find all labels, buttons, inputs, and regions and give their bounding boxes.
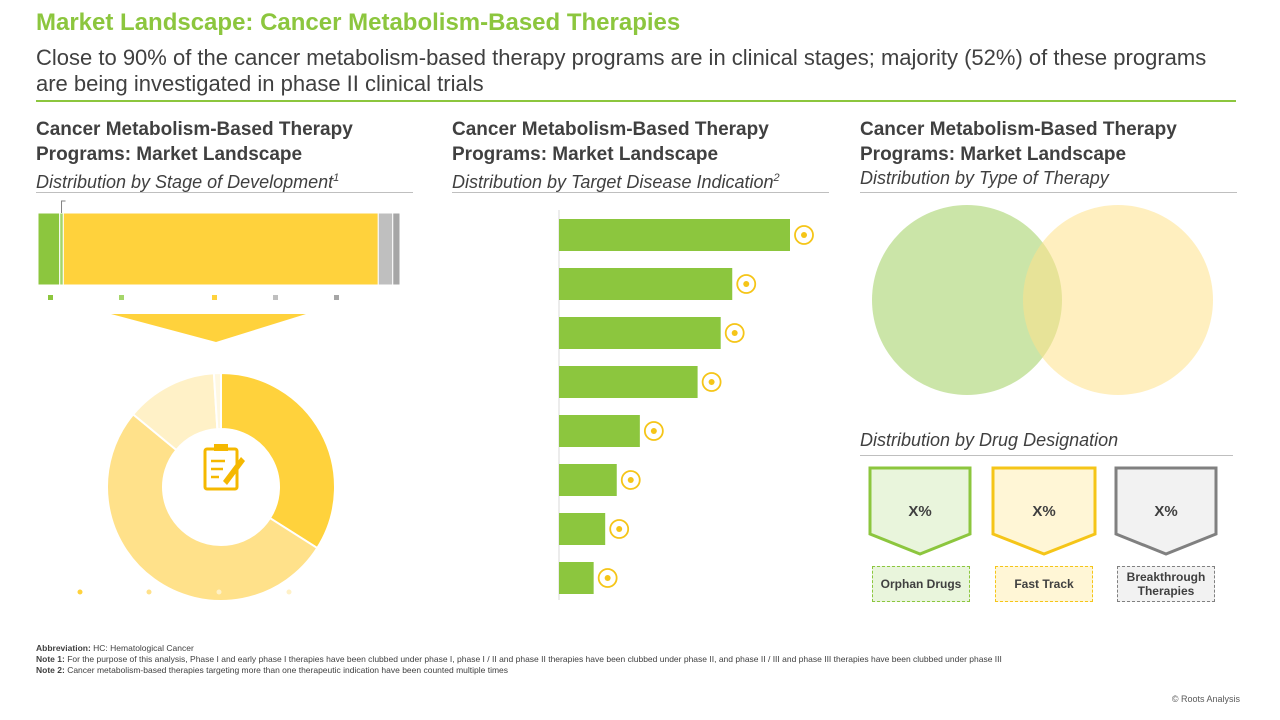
donut-legend-swatch-3 [286, 589, 292, 595]
pancreas-icon [643, 421, 664, 441]
clipboard-pencil [223, 457, 245, 485]
venn-monotherapy-circle [1023, 205, 1213, 395]
stage-bar-3 [377, 212, 394, 286]
donut-slice-3 [212, 371, 222, 431]
panel-3-heading: Cancer Metabolism-Based Therapy Programs… [860, 119, 1177, 165]
brain-icon-dot [627, 477, 634, 483]
page-title: Market Landscape: Cancer Metabolism-Base… [36, 9, 681, 36]
copyright: © Roots Analysis [1171, 694, 1240, 704]
hc-organ-icon [724, 323, 745, 343]
tumor-cell-icon-dot [801, 232, 807, 238]
stage-legend-swatch-3 [273, 295, 278, 300]
note-1: Note 1: For the purpose of this analysis… [36, 654, 1002, 664]
stage-bar-0 [37, 212, 61, 286]
panel-2-heading: Cancer Metabolism-Based Therapy Programs… [452, 119, 769, 165]
fast-track-label: Fast Track [995, 566, 1093, 602]
stage-leader-line [61, 200, 66, 213]
lungs-icon-ring [701, 372, 722, 392]
breast-icon-ring [736, 274, 757, 294]
indication-bar-0 [559, 219, 790, 251]
donut-legend-swatch-0 [77, 589, 83, 595]
target-disease-indication-chart [558, 210, 814, 600]
drug-designation-badges: X% X% X% [868, 466, 1218, 556]
indication-bar-7 [559, 562, 594, 594]
clipboard-icon [203, 444, 245, 491]
lungs-icon [701, 372, 722, 392]
orphan-drugs-value: X% [908, 503, 931, 520]
breakthrough-label: Breakthrough Therapies [1117, 566, 1215, 602]
pancreas-icon-ring [643, 421, 664, 441]
hc-organ-icon-ring [724, 323, 745, 343]
fast-track-badge: X% [991, 466, 1097, 556]
colon-icon [609, 519, 630, 539]
indication-bar-4 [559, 415, 640, 447]
panel-2-divider [452, 192, 829, 193]
orphan-drugs-label: Orphan Drugs [872, 566, 970, 602]
stage-legend-swatch-4 [334, 295, 339, 300]
type-of-therapy-venn [872, 205, 1213, 395]
indication-bar-1 [559, 268, 733, 300]
drug-designation-title: Distribution by Drug Designation [860, 430, 1119, 450]
lungs-icon-dot [708, 379, 715, 385]
donut-slice-1 [106, 412, 319, 603]
panel-2-subheading: Distribution by Target Disease Indicatio… [452, 172, 780, 192]
donut-legend-swatch-1 [146, 589, 152, 595]
stage-of-development-chart [37, 200, 401, 603]
colon-icon-ring [609, 519, 630, 539]
panel-1-subheading: Distribution by Stage of Development1 [36, 172, 340, 192]
page-subtitle: Close to 90% of the cancer metabolism-ba… [36, 45, 1207, 96]
drug-designation-divider [860, 455, 1233, 456]
stage-legend-swatch-1 [119, 295, 124, 300]
note-2: Note 2: Cancer metabolism-based therapie… [36, 665, 509, 675]
panel-3-subheading: Distribution by Type of Therapy [860, 168, 1109, 188]
venn-combination-circle [872, 205, 1062, 395]
fast-track-value: X% [1032, 503, 1055, 520]
breakthrough-value: X% [1154, 503, 1177, 520]
clipboard-clip [214, 444, 228, 451]
indication-bar-6 [559, 513, 606, 545]
stage-bar-2 [62, 212, 379, 286]
brain-icon-ring [620, 470, 641, 490]
stage-connector [111, 314, 306, 342]
breakthrough-badge: X% [1114, 466, 1218, 556]
stage-legend-swatch-2 [212, 295, 217, 300]
stage-legend-swatch-0 [48, 295, 53, 300]
footnotes: Abbreviation: HC: Hematological Cancer N… [36, 643, 1002, 676]
donut-legend-swatch-2 [216, 589, 222, 595]
breast-icon-dot [743, 281, 750, 287]
colon-icon-dot [616, 526, 623, 532]
donut-slice-0 [220, 371, 336, 550]
panel-1-heading: Cancer Metabolism-Based Therapy Programs… [36, 119, 353, 165]
indication-bar-3 [559, 366, 698, 398]
liver-icon-ring [597, 568, 618, 588]
pancreas-icon-dot [650, 428, 657, 434]
indication-bar-5 [559, 464, 617, 496]
liver-icon-dot [604, 575, 611, 581]
brain-icon [620, 470, 641, 490]
orphan-drugs-badge: X% [868, 466, 972, 556]
breast-icon [736, 274, 757, 294]
title-divider [36, 100, 1236, 102]
stage-bar-4 [392, 212, 401, 286]
clipboard-lines [211, 459, 225, 479]
tumor-cell-icon [794, 225, 814, 245]
stage-bar-1 [59, 212, 64, 286]
panel-3-divider [860, 192, 1237, 193]
hc-organ-icon-dot [731, 330, 738, 336]
tumor-cell-icon-ring [794, 225, 814, 245]
panel-1-divider [36, 192, 413, 193]
note-abbreviation: Abbreviation: HC: Hematological Cancer [36, 643, 194, 653]
indication-bar-2 [559, 317, 721, 349]
liver-icon [597, 568, 618, 588]
